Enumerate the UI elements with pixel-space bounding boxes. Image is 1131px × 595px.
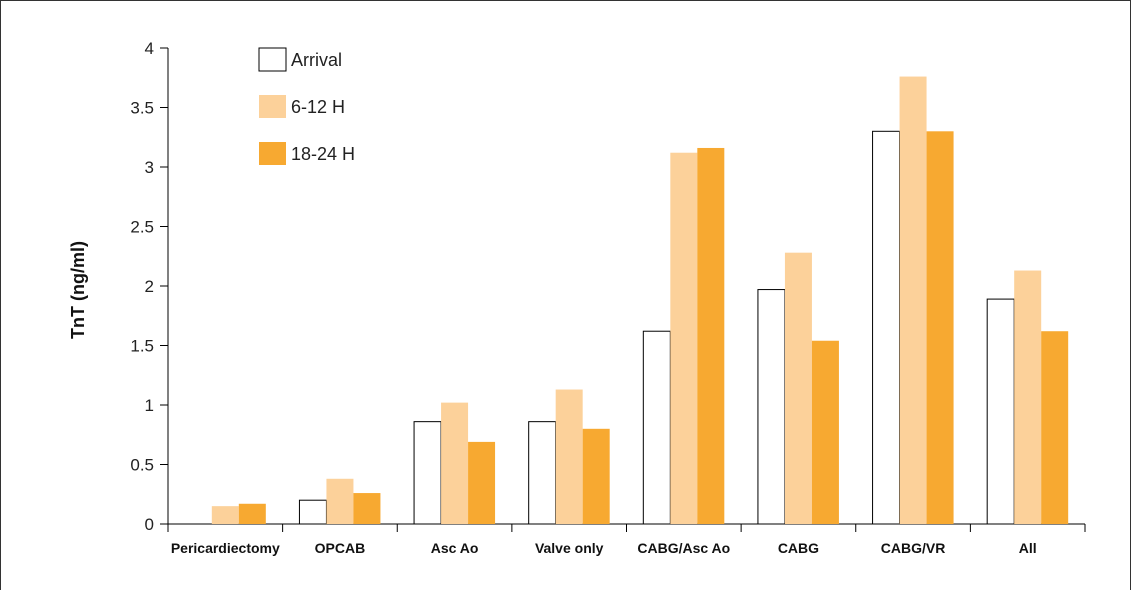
y-tick-label: 2 xyxy=(145,277,154,296)
y-tick-label: 2.5 xyxy=(130,218,154,237)
legend-swatch xyxy=(258,47,287,72)
x-tick-label: Asc Ao xyxy=(431,540,479,556)
bar xyxy=(528,421,557,525)
bars xyxy=(211,76,1069,525)
x-tick-label: CABG xyxy=(778,540,819,556)
legend-swatch xyxy=(259,95,286,118)
bar xyxy=(238,503,266,524)
bar xyxy=(441,402,469,524)
y-tick-label: 0 xyxy=(145,515,154,534)
bar xyxy=(211,506,239,524)
y-tick-label: 1.5 xyxy=(130,337,154,356)
legend-label: Arrival xyxy=(291,50,342,70)
bar xyxy=(1041,331,1069,524)
x-tick-label: CABG/VR xyxy=(881,540,946,556)
x-tick-label: OPCAB xyxy=(315,540,366,556)
x-tick-label: All xyxy=(1019,540,1037,556)
bar xyxy=(298,499,327,525)
y-axis: 0 0.5 1 1.5 2 2.5 3 3.5 4 xyxy=(130,39,169,534)
x-axis: Pericardiectomy OPCAB Asc Ao Valve only CABG… xyxy=(167,523,1086,556)
bar xyxy=(926,131,954,525)
bar xyxy=(697,147,725,524)
bar xyxy=(1014,270,1042,524)
legend: Arrival 6-12 H 18-24 H xyxy=(258,47,355,165)
bar xyxy=(555,389,583,524)
bar xyxy=(326,478,354,524)
y-tick-label: 0.5 xyxy=(130,456,154,475)
y-tick-label: 3.5 xyxy=(130,99,154,118)
x-tick-label: Valve only xyxy=(535,540,604,556)
legend-label: 18-24 H xyxy=(291,144,355,164)
bar xyxy=(413,421,442,525)
bar xyxy=(899,76,927,524)
bar xyxy=(757,289,786,525)
legend-label: 6-12 H xyxy=(291,97,345,117)
y-axis-title: TnT (ng/ml) xyxy=(68,241,88,339)
bar xyxy=(811,340,839,524)
bar xyxy=(582,428,610,524)
legend-swatch xyxy=(259,142,286,165)
bar xyxy=(468,441,496,524)
bar xyxy=(986,298,1015,525)
bar xyxy=(784,252,812,524)
bar xyxy=(353,493,381,524)
x-tick-label: Pericardiectomy xyxy=(171,540,280,556)
bar xyxy=(670,152,698,524)
y-tick-label: 3 xyxy=(145,158,154,177)
bar xyxy=(642,330,671,525)
y-tick-label: 1 xyxy=(145,396,154,415)
x-tick-label: CABG/Asc Ao xyxy=(637,540,730,556)
bar xyxy=(872,130,901,525)
y-tick-label: 4 xyxy=(145,39,154,58)
